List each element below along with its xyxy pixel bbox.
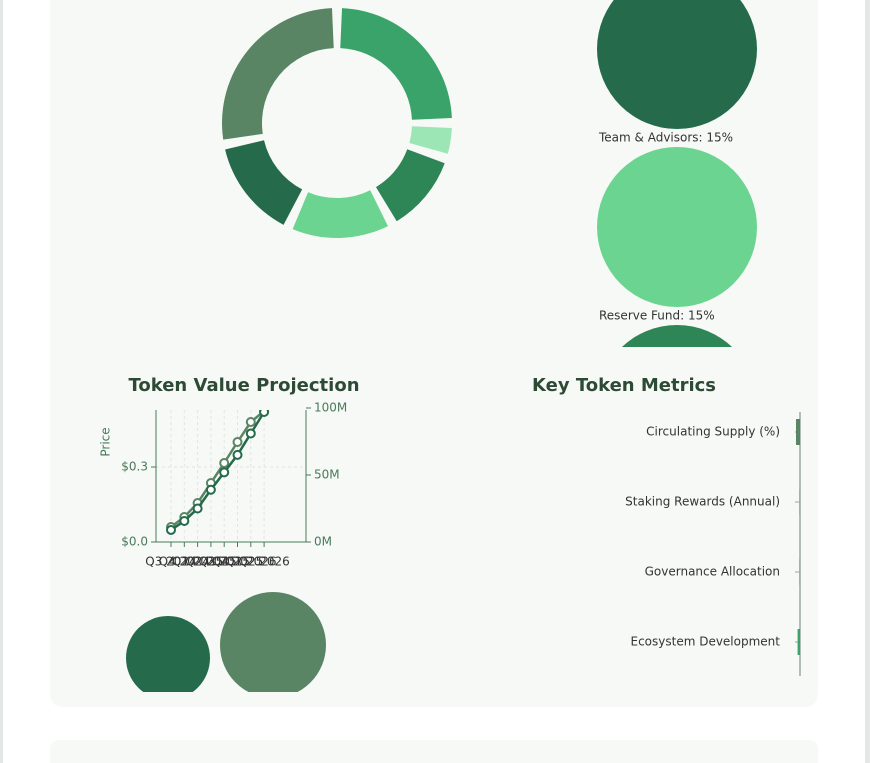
legend: Team & Advisors: 15% Reserve Fund: 15% bbox=[597, 0, 757, 347]
point bbox=[205, 484, 216, 495]
x-tick-label: Q2 2025 bbox=[185, 555, 236, 569]
point bbox=[179, 515, 190, 526]
donut-segment bbox=[340, 8, 452, 120]
metric-label: Circulating Supply (%) bbox=[646, 425, 780, 439]
x-tick-label: Q1 2025 bbox=[172, 555, 223, 569]
right-border bbox=[865, 0, 870, 763]
point bbox=[245, 428, 256, 439]
chart-title: Token Value Projection bbox=[128, 375, 359, 396]
legend-swatch bbox=[597, 147, 757, 307]
legend-label: Team & Advisors: 15% bbox=[598, 131, 733, 145]
y-axis-label: Price bbox=[99, 427, 113, 456]
y-tick-label: $0.0 bbox=[121, 535, 148, 549]
bar bbox=[799, 559, 800, 585]
point bbox=[166, 524, 176, 535]
y2-tick-label: 100M bbox=[314, 401, 347, 415]
bubble bbox=[220, 592, 326, 692]
x-tick-label: Q1 2026 bbox=[225, 555, 276, 569]
bar bbox=[797, 629, 800, 655]
metrics-title: Key Token Metrics bbox=[532, 375, 716, 396]
point bbox=[219, 458, 230, 468]
point bbox=[232, 449, 243, 460]
donut-segment bbox=[375, 149, 445, 222]
plot bbox=[166, 410, 270, 535]
point bbox=[232, 437, 243, 447]
bubble bbox=[126, 616, 210, 692]
point bbox=[245, 417, 256, 427]
x-tick-label: Q2 2026 bbox=[238, 555, 289, 569]
bar bbox=[796, 419, 800, 445]
donut-segment bbox=[221, 8, 334, 140]
point bbox=[219, 467, 230, 478]
x-tick-label: Q3 2024 bbox=[145, 555, 196, 569]
legend-swatch bbox=[621, 325, 733, 347]
point bbox=[259, 410, 270, 418]
metrics-chart: Circulating Supply (%) Staking Rewards (A… bbox=[625, 412, 801, 676]
metric-label: Ecosystem Development bbox=[630, 635, 780, 649]
donut-segment bbox=[409, 126, 452, 154]
y2-tick-label: 0M bbox=[314, 535, 332, 549]
legend-swatch bbox=[597, 0, 757, 129]
point bbox=[192, 503, 203, 514]
donut-segment bbox=[225, 140, 303, 225]
bubbles bbox=[126, 592, 326, 692]
left-border bbox=[0, 0, 3, 763]
metric-label: Governance Allocation bbox=[645, 565, 780, 579]
donut-chart bbox=[221, 8, 452, 238]
donut-segment bbox=[292, 190, 388, 238]
legend-label: Reserve Fund: 15% bbox=[599, 309, 715, 323]
y-tick-label: $0.3 bbox=[121, 460, 148, 474]
next-card bbox=[50, 740, 818, 763]
x-tick-label: Q4 2024 bbox=[159, 555, 210, 569]
y2-tick-label: 50M bbox=[314, 468, 340, 482]
bar bbox=[799, 489, 800, 515]
metric-label: Staking Rewards (Annual) bbox=[625, 495, 780, 509]
x-tick-label: Q3 2025 bbox=[198, 555, 249, 569]
x-tick-label: Q4 2025 bbox=[212, 555, 263, 569]
